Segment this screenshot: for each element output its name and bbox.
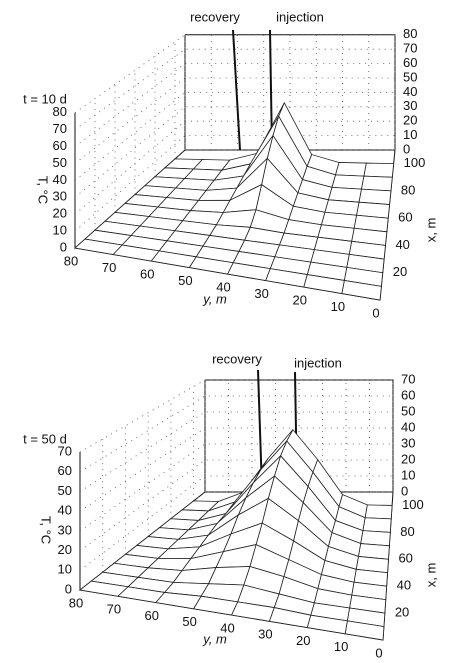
x-tick-label: 20	[395, 605, 409, 620]
x-tick-label: 100	[402, 497, 424, 512]
z-tick-label: 0	[403, 141, 410, 156]
z-tick-label: 80	[403, 26, 417, 41]
z-axis-label: T, °C	[39, 516, 54, 544]
z-tick-label: 0	[65, 581, 72, 596]
surface-cell	[334, 162, 367, 177]
z-tick-label: 60	[58, 463, 72, 478]
annotation: injection	[294, 355, 342, 370]
x-tick-label: 60	[398, 551, 412, 566]
y-tick-label: 60	[145, 608, 159, 623]
wall-grid-line	[79, 379, 393, 453]
y-axis-label: y, m	[202, 631, 227, 646]
y-tick-label: 30	[258, 627, 272, 642]
z-tick-label: 30	[401, 435, 415, 450]
z-tick-label: 60	[401, 387, 415, 402]
z-tick-label: 50	[401, 403, 415, 418]
y-tick-label: 10	[331, 299, 345, 314]
x-tick-label: 80	[400, 524, 414, 539]
wall-grid-line	[74, 77, 395, 164]
z-tick-label: 40	[58, 503, 72, 518]
y-tick-label: 80	[69, 595, 83, 610]
z-tick-label: 10	[401, 467, 415, 482]
annotation: recovery	[190, 9, 240, 24]
y-tick-label: 40	[216, 279, 230, 294]
wall-grid-line	[74, 135, 395, 232]
x-tick-label: 80	[401, 182, 415, 197]
z-tick-label: 30	[403, 98, 417, 113]
annotation: injection	[276, 9, 324, 24]
y-tick-label: 60	[140, 266, 154, 281]
y-tick-label: 10	[334, 639, 348, 654]
z-tick-label: 10	[403, 127, 417, 142]
z-tick-label: 50	[403, 69, 417, 84]
z-tick-label: 50	[53, 155, 67, 170]
z-tick-label: 40	[53, 172, 67, 187]
y-tick-label: 0	[372, 305, 379, 320]
x-axis-label: x, m	[423, 563, 438, 588]
surface-cell	[79, 580, 129, 597]
surface-cell	[362, 517, 392, 533]
y-tick-label: 30	[254, 286, 268, 301]
annotation: recovery	[212, 351, 262, 366]
surface-cell	[363, 162, 395, 178]
z-tick-label: 60	[403, 55, 417, 70]
z-tick-label: 10	[58, 562, 72, 577]
y-tick-label: 70	[107, 602, 121, 617]
wall-grid-line	[74, 48, 395, 131]
z-tick-label: 10	[53, 223, 67, 238]
x-tick-label: 100	[404, 155, 426, 170]
z-tick-label: 40	[401, 419, 415, 434]
z-tick-label: 30	[53, 189, 67, 204]
x-tick-label: 40	[397, 578, 411, 593]
y-tick-label: 50	[182, 614, 196, 629]
wall-grid-line	[74, 120, 395, 215]
y-tick-label: 40	[220, 620, 234, 635]
z-tick-label: 60	[53, 138, 67, 153]
wall-grid-line	[79, 427, 393, 512]
y-tick-label: 20	[293, 292, 307, 307]
z-tick-label: 20	[58, 542, 72, 557]
z-tick-label: 30	[58, 522, 72, 537]
wall-grid-line	[79, 395, 393, 473]
surface-cell	[360, 175, 393, 192]
z-tick-label: 0	[401, 483, 408, 498]
panel-title: t = 10 d	[23, 91, 67, 106]
z-tick-label: 50	[58, 483, 72, 498]
wall-grid-line	[79, 475, 393, 571]
z-tick-label: 70	[403, 41, 417, 56]
y-tick-label: 0	[375, 645, 382, 660]
z-tick-label: 20	[401, 451, 415, 466]
surface-cell	[364, 504, 393, 520]
y-tick-label: 80	[64, 253, 78, 268]
x-axis-label: x, m	[423, 218, 438, 243]
x-tick-label: 20	[393, 264, 407, 279]
y-tick-label: 20	[296, 633, 310, 648]
x-tick-label: 40	[395, 237, 409, 252]
z-tick-label: 70	[53, 121, 67, 136]
z-axis-label: T, °C	[36, 176, 51, 204]
z-tick-label: 70	[401, 371, 415, 386]
z-tick-label: 0	[60, 239, 67, 254]
z-tick-label: 20	[53, 206, 67, 221]
panel-title: t = 50 d	[23, 431, 67, 446]
z-tick-label: 40	[403, 84, 417, 99]
x-tick-label: 60	[398, 210, 412, 225]
well-line	[232, 29, 241, 151]
z-tick-label: 70	[58, 444, 72, 459]
surface-cell	[74, 238, 123, 255]
wall-grid-line	[74, 106, 395, 198]
y-tick-label: 70	[102, 260, 116, 275]
z-tick-label: 80	[53, 104, 67, 119]
y-tick-label: 50	[178, 273, 192, 288]
surface-cell	[331, 174, 365, 190]
z-tick-label: 20	[403, 113, 417, 128]
y-axis-label: y, m	[202, 291, 227, 306]
